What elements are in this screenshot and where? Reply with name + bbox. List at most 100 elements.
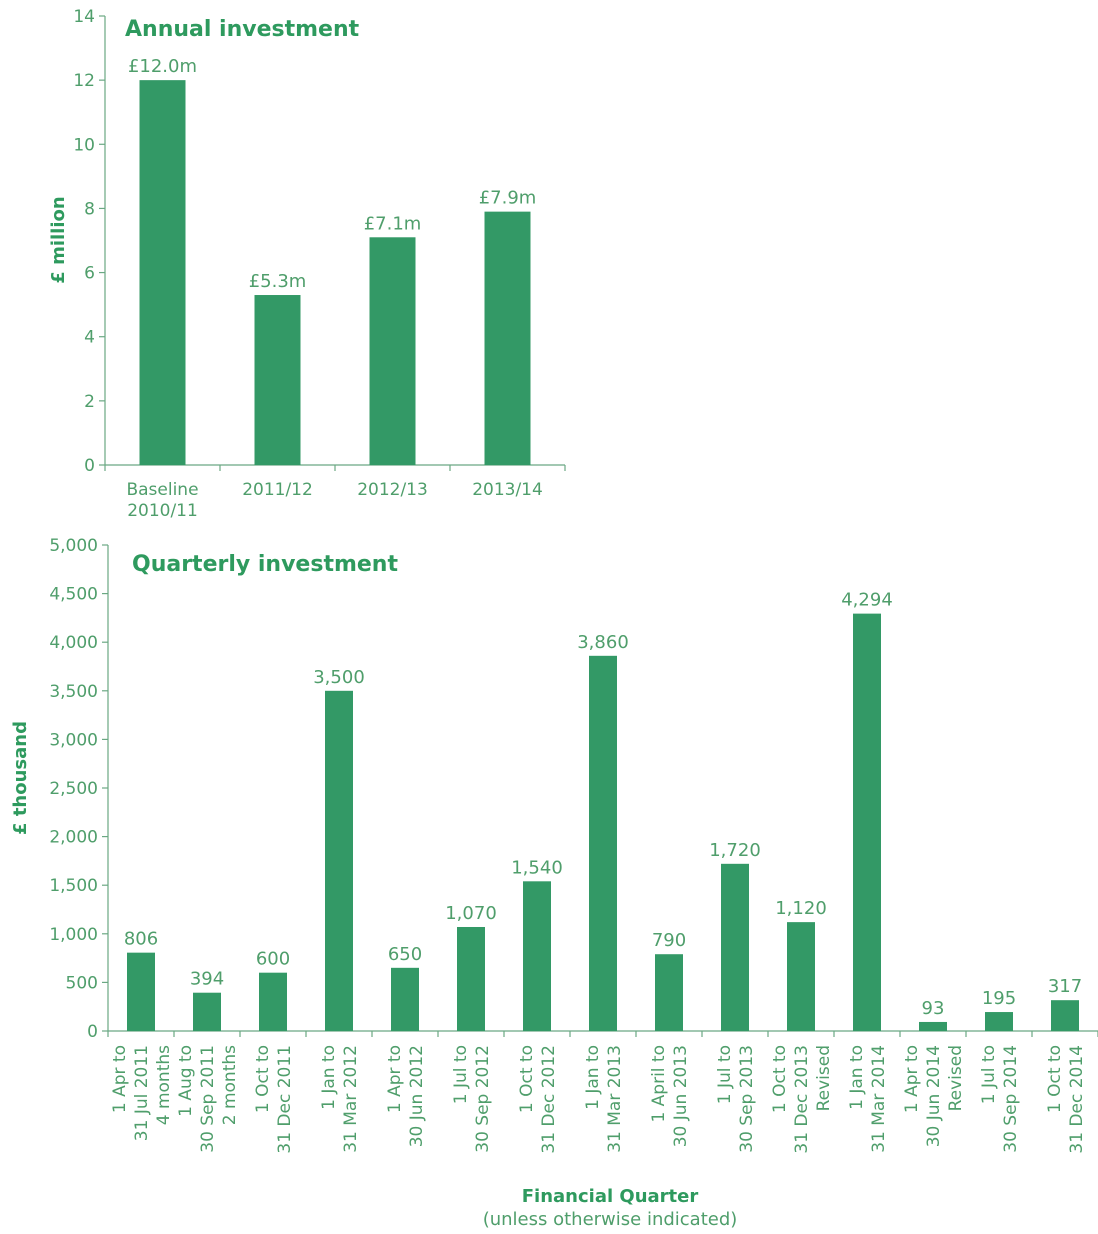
quarterly-category-label: 30 Jun 2012: [407, 1045, 427, 1147]
quarterly-value-label: 790: [652, 930, 686, 951]
quarterly-category-label: 30 Sep 2012: [473, 1045, 493, 1153]
quarterly-y-tick-label: 2,000: [49, 828, 98, 848]
quarterly-category-label: 30 Sep 2011: [198, 1045, 218, 1153]
quarterly-category-label: Revised: [814, 1045, 834, 1111]
quarterly-y-tick-label: 0: [87, 1022, 98, 1042]
quarterly-value-label: 93: [922, 998, 945, 1019]
quarterly-category-label: Revised: [946, 1045, 966, 1111]
annual-y-tick-label: 8: [84, 199, 95, 219]
quarterly-y-tick-label: 1,000: [49, 925, 98, 945]
annual-bar: [369, 237, 416, 465]
quarterly-bar: [457, 926, 485, 1031]
annual-bar: [139, 80, 186, 466]
quarterly-category-label: 1 Jan to: [319, 1045, 339, 1110]
annual-value-label: £12.0m: [128, 56, 197, 77]
quarterly-bar: [193, 992, 221, 1031]
annual-bar: [254, 295, 301, 465]
quarterly-category-label: 1 Aug to: [176, 1045, 196, 1117]
quarterly-y-tick-label: 4,000: [49, 633, 98, 653]
annual-category-label: 2010/11: [127, 501, 198, 521]
quarterly-value-label: 600: [256, 949, 290, 970]
quarterly-category-label: 30 Jun 2014: [924, 1045, 944, 1147]
annual-category-label: 2012/13: [357, 480, 428, 500]
quarterly-bar: [127, 952, 155, 1031]
quarterly-y-tick-label: 3,500: [49, 682, 98, 702]
annual-y-tick-label: 2: [84, 392, 95, 412]
quarterly-bar: [853, 613, 881, 1031]
annual-category-label: 2013/14: [472, 480, 543, 500]
quarterly-category-label: 31 Dec 2014: [1067, 1045, 1087, 1154]
quarterly-category-label: 1 Oct to: [1045, 1045, 1065, 1113]
quarterly-category-label: 1 Oct to: [517, 1045, 537, 1113]
quarterly-value-label: 4,294: [841, 590, 893, 611]
quarterly-category-label: 1 Jul to: [451, 1045, 471, 1104]
annual-y-tick-label: 0: [84, 456, 95, 476]
quarterly-value-label: 806: [124, 929, 158, 950]
quarterly-category-label: 4 months: [154, 1045, 174, 1125]
quarterly-value-label: 3,860: [577, 632, 629, 653]
quarterly-category-label: 31 Mar 2013: [605, 1045, 625, 1153]
quarterly-category-label: 31 Dec 2013: [792, 1045, 812, 1154]
quarterly-y-tick-label: 1,500: [49, 876, 98, 896]
quarterly-category-label: 1 Apr to: [110, 1045, 130, 1113]
quarterly-value-label: 394: [190, 969, 224, 990]
quarterly-category-label: 31 Dec 2011: [275, 1045, 295, 1154]
quarterly-bar: [589, 655, 617, 1031]
quarterly-y-tick-label: 3,000: [49, 730, 98, 750]
quarterly-category-label: 31 Dec 2012: [539, 1045, 559, 1154]
quarterly-category-label: 31 Mar 2012: [341, 1045, 361, 1153]
quarterly-bar: [721, 863, 749, 1031]
quarterly-y-tick-label: 2,500: [49, 779, 98, 799]
quarterly-category-label: 1 Jan to: [583, 1045, 603, 1110]
quarterly-bar: [787, 922, 815, 1031]
annual-y-tick-label: 4: [84, 328, 95, 348]
annual-value-label: £7.9m: [479, 188, 537, 209]
quarterly-category-label: 1 Jul to: [715, 1045, 735, 1104]
quarterly-category-label: 31 Mar 2014: [869, 1045, 889, 1153]
quarterly-y-tick-label: 500: [66, 973, 98, 993]
quarterly-value-label: 1,540: [511, 857, 563, 878]
annual-chart-title: Annual investment: [125, 17, 360, 42]
quarterly-bar: [325, 690, 353, 1031]
annual-y-axis-label: £ million: [48, 196, 69, 283]
quarterly-category-label: 1 Oct to: [253, 1045, 273, 1113]
quarterly-y-axis-label: £ thousand: [10, 721, 31, 835]
annual-bar: [484, 211, 531, 465]
annual-category-label: Baseline: [126, 480, 198, 500]
quarterly-x-axis-label: Financial Quarter: [522, 1186, 699, 1207]
quarterly-value-label: 1,720: [709, 840, 761, 861]
quarterly-value-label: 1,070: [445, 903, 497, 924]
annual-y-tick-label: 6: [84, 264, 95, 284]
quarterly-value-label: 195: [982, 988, 1016, 1009]
quarterly-category-label: 30 Sep 2014: [1001, 1045, 1021, 1153]
quarterly-category-label: 31 Jul 2011: [132, 1045, 152, 1141]
annual-value-label: £5.3m: [249, 271, 307, 292]
quarterly-category-label: 1 Apr to: [385, 1045, 405, 1113]
annual-value-label: £7.1m: [364, 213, 422, 234]
quarterly-bar: [391, 967, 419, 1031]
annual-y-tick-label: 12: [73, 71, 95, 91]
quarterly-bar: [655, 954, 683, 1031]
quarterly-bar: [1051, 1000, 1079, 1031]
quarterly-category-label: 30 Jun 2013: [671, 1045, 691, 1147]
quarterly-x-axis-sublabel: (unless otherwise indicated): [483, 1209, 738, 1229]
quarterly-bar: [259, 972, 287, 1031]
annual-y-tick-label: 10: [73, 135, 95, 155]
quarterly-category-label: 1 Jul to: [979, 1045, 999, 1104]
quarterly-category-label: 2 months: [220, 1045, 240, 1125]
quarterly-chart-title: Quarterly investment: [132, 552, 398, 577]
quarterly-y-tick-label: 5,000: [49, 536, 98, 556]
quarterly-category-label: 1 April to: [649, 1045, 669, 1123]
annual-category-label: 2011/12: [242, 480, 313, 500]
quarterly-category-label: 1 Jan to: [847, 1045, 867, 1110]
quarterly-y-tick-label: 4,500: [49, 585, 98, 605]
quarterly-chart-marks: 0 500 1,000 1,500 2,000 2,500 3,000 3,500 4,000 4…: [49, 536, 1098, 1154]
quarterly-bar: [985, 1012, 1013, 1031]
quarterly-category-label: 30 Sep 2013: [737, 1045, 757, 1153]
quarterly-bar: [523, 881, 551, 1031]
quarterly-value-label: 1,120: [775, 898, 827, 919]
annual-y-tick-label: 14: [73, 7, 95, 27]
